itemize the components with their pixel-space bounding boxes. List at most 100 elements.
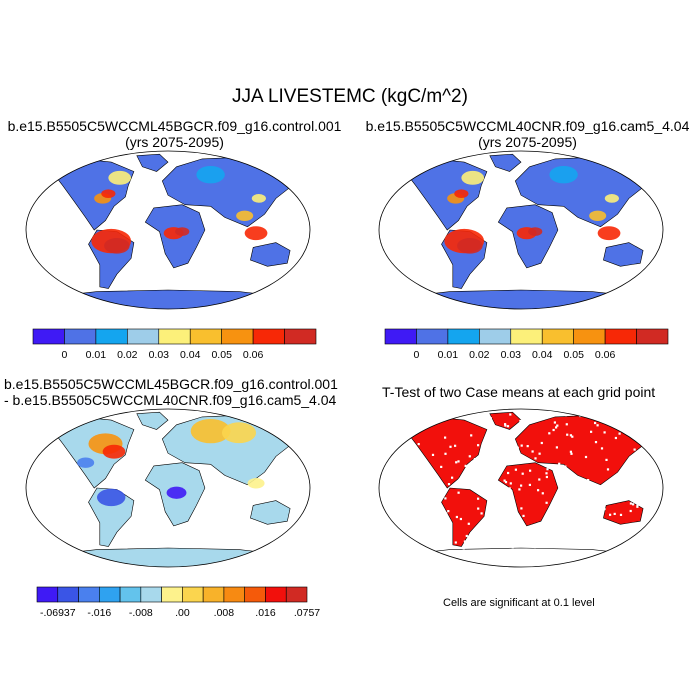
insignificant-cell	[507, 512, 510, 515]
insignificant-cell	[447, 483, 451, 486]
continent-greenland	[136, 153, 169, 172]
insignificant-cell	[532, 534, 535, 537]
continent-northAmerica	[404, 416, 488, 489]
insignificant-cell	[489, 446, 492, 449]
continent-eurasia	[514, 156, 653, 228]
insignificant-cell	[541, 492, 544, 495]
insignificant-cell	[393, 462, 396, 465]
colorbar-swatch	[202, 586, 225, 603]
insignificant-cell	[617, 425, 620, 428]
insignificant-cell	[487, 519, 491, 522]
insignificant-cell	[403, 432, 406, 435]
insignificant-cell	[462, 547, 465, 550]
insignificant-cell	[618, 432, 621, 435]
insignificant-cell	[382, 445, 385, 449]
colorbar-swatch	[510, 328, 543, 345]
colorbar-swatch	[127, 328, 160, 345]
insignificant-cell	[380, 544, 383, 547]
insignificant-cell	[451, 476, 454, 479]
insignificant-cell	[614, 436, 617, 440]
insignificant-cell	[455, 461, 458, 464]
continent-africa	[497, 462, 559, 527]
field-anomaly-7	[236, 210, 254, 221]
insignificant-cell	[603, 508, 606, 511]
insignificant-cell	[487, 425, 490, 428]
insignificant-cell	[444, 436, 447, 439]
continent-australia	[603, 500, 644, 525]
insignificant-cell	[573, 512, 576, 515]
insignificant-cell	[464, 464, 467, 467]
insignificant-cell	[415, 510, 418, 513]
insignificant-cell	[620, 416, 623, 419]
continent-australia	[250, 242, 291, 267]
insignificant-cell	[491, 451, 495, 454]
insignificant-cell	[603, 431, 606, 434]
insignificant-cell	[422, 516, 425, 519]
panel-3-title-line2: - b.e15.B5505C5WCCML40CNR.f09_g16.cam5_4…	[4, 392, 337, 408]
insignificant-cell	[505, 444, 508, 447]
insignificant-cell	[636, 504, 639, 507]
insignificant-cell	[468, 415, 471, 418]
insignificant-cell	[546, 468, 549, 471]
insignificant-cell	[545, 501, 548, 504]
colorbar-tick-label: 0.06	[595, 349, 616, 361]
insignificant-cell	[632, 489, 636, 492]
insignificant-cell	[416, 508, 419, 511]
insignificant-cell	[509, 542, 512, 545]
insignificant-cell	[591, 498, 594, 502]
insignificant-cell	[498, 486, 501, 490]
insignificant-cell	[566, 433, 569, 436]
insignificant-cell	[590, 430, 593, 433]
insignificant-cell	[511, 546, 514, 549]
insignificant-cell	[455, 515, 458, 519]
insignificant-cell	[593, 537, 596, 540]
insignificant-cell	[401, 537, 404, 540]
map-border	[25, 408, 311, 568]
insignificant-cell	[493, 427, 496, 430]
insignificant-cell	[507, 471, 510, 475]
insignificant-cell	[396, 512, 399, 515]
insignificant-cell	[516, 446, 519, 449]
insignificant-cell	[426, 418, 430, 421]
insignificant-cell	[537, 489, 540, 492]
insignificant-cell	[592, 518, 595, 521]
insignificant-cell	[425, 413, 428, 416]
continent-antarctica	[40, 547, 296, 567]
colorbar-swatch	[285, 586, 308, 603]
insignificant-cell	[420, 457, 423, 460]
insignificant-cell	[520, 484, 523, 487]
insignificant-cell	[651, 482, 654, 485]
panel-1-title: b.e15.B5505C5WCCML45BGCR.f09_g16.control…	[2, 118, 347, 150]
panel-2-title: b.e15.B5505C5WCCML40CNR.f09_g16.cam5_4.0…	[355, 118, 700, 150]
insignificant-cell	[384, 437, 387, 440]
insignificant-cell	[405, 473, 408, 476]
insignificant-cell	[489, 417, 492, 420]
continent-antarctica	[40, 289, 296, 309]
colorbar-swatch	[78, 586, 100, 603]
insignificant-cell	[633, 448, 636, 451]
insignificant-cell	[387, 488, 390, 491]
insignificant-cell	[640, 496, 643, 499]
insignificant-cell	[411, 457, 414, 460]
insignificant-cell	[486, 536, 489, 539]
colorbar-swatch	[265, 586, 287, 603]
insignificant-cell	[397, 460, 400, 463]
insignificant-cell	[531, 524, 534, 527]
colorbar-swatch	[284, 328, 317, 345]
insignificant-cell	[403, 434, 406, 438]
insignificant-cell	[512, 444, 515, 447]
insignificant-cell	[385, 433, 389, 436]
insignificant-cell	[605, 458, 608, 461]
colorbar-swatch	[244, 586, 266, 603]
colorbar-swatch	[479, 328, 512, 345]
insignificant-cell	[571, 435, 574, 438]
insignificant-cell	[454, 541, 457, 544]
field-anomaly-2	[190, 418, 231, 444]
insignificant-cell	[538, 452, 541, 455]
insignificant-cell	[630, 540, 634, 543]
insignificant-cell	[415, 456, 419, 459]
insignificant-cell	[522, 514, 525, 517]
colorbar-swatch	[182, 586, 204, 603]
insignificant-cell	[477, 444, 480, 447]
insignificant-cell	[459, 517, 462, 521]
